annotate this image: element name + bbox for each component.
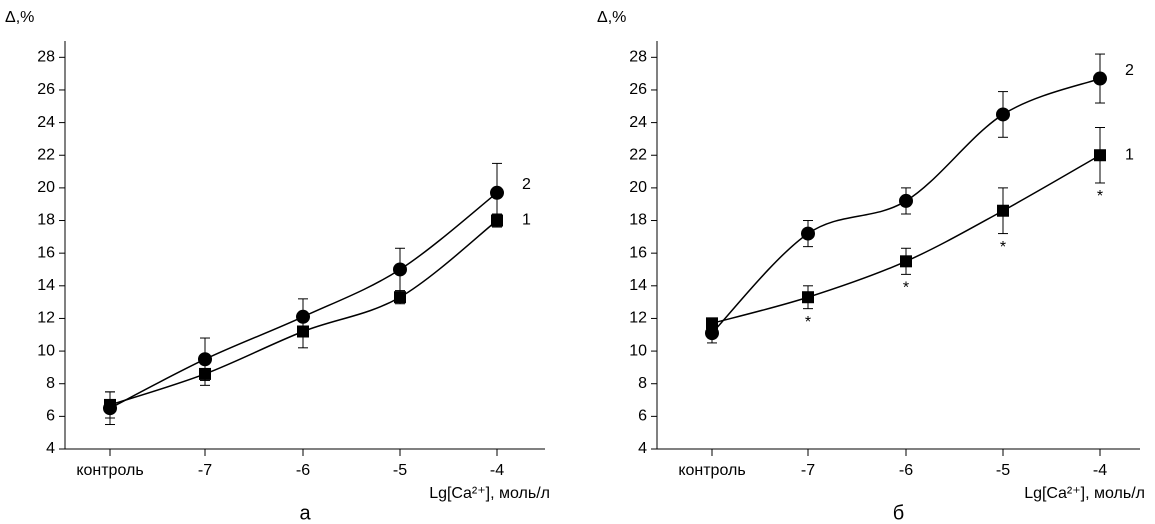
x-axis-label: Lg[Ca²⁺], моль/л <box>1024 485 1145 502</box>
y-tick-label: 18 <box>37 212 55 229</box>
x-tick-label: -4 <box>1093 462 1107 479</box>
point <box>1093 71 1107 86</box>
y-tick-label: 12 <box>629 310 647 327</box>
significance-mark: * <box>903 280 909 297</box>
y-tick-label: 6 <box>46 408 55 425</box>
y-tick-label: 26 <box>37 81 55 98</box>
x-tick-label: -4 <box>490 462 504 479</box>
y-tick-label: 8 <box>638 375 647 392</box>
y-tick-label: 6 <box>638 408 647 425</box>
x-tick-label: -5 <box>996 462 1010 479</box>
x-tick-label: -6 <box>296 462 310 479</box>
point <box>198 352 212 367</box>
point <box>103 401 117 416</box>
y-tick-label: 14 <box>37 277 55 294</box>
y-tick-label: 10 <box>629 342 647 359</box>
x-tick-label: контроль <box>678 462 745 479</box>
x-tick-label: -7 <box>198 462 212 479</box>
y-tick-label: 22 <box>629 146 647 163</box>
y-tick-label: 14 <box>629 277 647 294</box>
point <box>394 291 406 304</box>
y-tick-label: 26 <box>629 81 647 98</box>
series-label: 2 <box>1125 62 1134 79</box>
series-line <box>711 154 1101 325</box>
significance-mark: * <box>1000 239 1006 256</box>
point <box>490 185 504 200</box>
x-tick-label: -6 <box>899 462 913 479</box>
y-axis-label: Δ,% <box>5 9 34 26</box>
significance-mark: * <box>805 314 811 331</box>
point <box>1094 149 1106 162</box>
y-tick-label: 4 <box>638 440 647 457</box>
y-tick-label: 18 <box>629 212 647 229</box>
y-tick-label: 16 <box>37 244 55 261</box>
x-tick-label: -7 <box>801 462 815 479</box>
point <box>393 262 407 277</box>
point <box>705 326 719 341</box>
significance-mark: * <box>1097 188 1103 205</box>
series-label: 1 <box>1125 146 1134 163</box>
point <box>996 107 1010 122</box>
series-label: 2 <box>522 176 531 193</box>
panel-caption: а <box>299 502 311 524</box>
point <box>899 193 913 208</box>
point <box>801 226 815 241</box>
point <box>900 255 912 268</box>
y-tick-label: 16 <box>629 244 647 261</box>
y-tick-label: 28 <box>629 49 647 66</box>
y-tick-label: 12 <box>37 310 55 327</box>
x-tick-label: контроль <box>76 462 143 479</box>
y-tick-label: 20 <box>37 179 55 196</box>
panel-caption: б <box>893 502 904 524</box>
point <box>802 291 814 304</box>
y-tick-label: 24 <box>629 114 647 131</box>
x-axis-label: Lg[Ca²⁺], моль/л <box>429 485 550 502</box>
y-tick-label: 28 <box>37 49 55 66</box>
y-tick-label: 22 <box>37 146 55 163</box>
y-tick-label: 10 <box>37 342 55 359</box>
point <box>296 309 310 324</box>
y-tick-label: 4 <box>46 440 55 457</box>
x-tick-label: -5 <box>393 462 407 479</box>
y-tick-label: 8 <box>46 375 55 392</box>
y-tick-label: 24 <box>37 114 55 131</box>
y-axis-label: Δ,% <box>597 9 626 26</box>
point <box>997 204 1009 217</box>
y-tick-label: 20 <box>629 179 647 196</box>
series-label: 1 <box>522 212 531 229</box>
